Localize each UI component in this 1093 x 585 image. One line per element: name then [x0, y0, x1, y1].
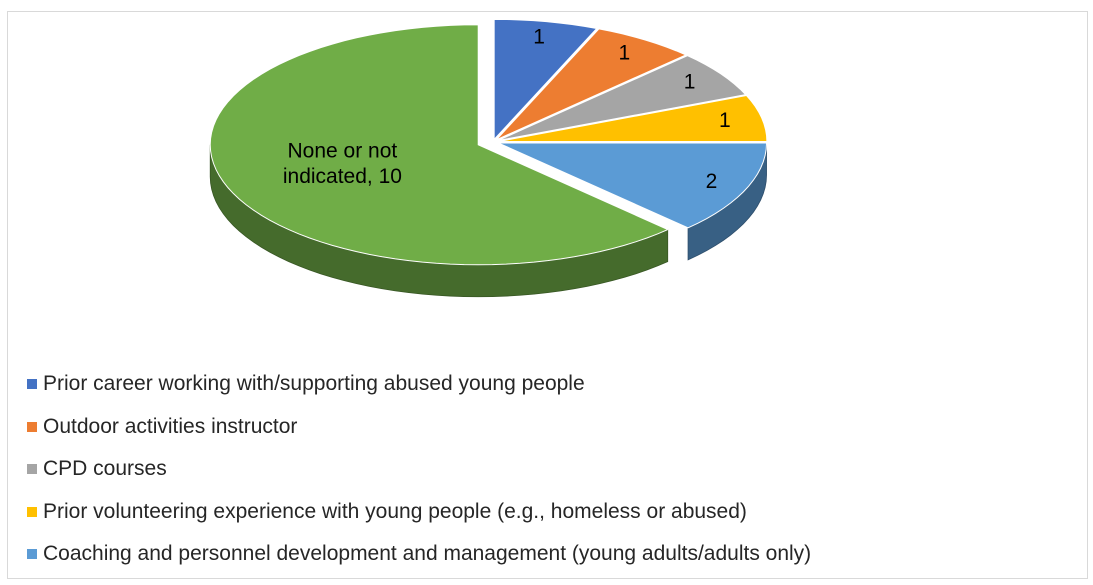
legend-item: Coaching and personnel development and m… [27, 542, 811, 566]
legend-label: Prior volunteering experience with young… [43, 499, 747, 523]
data-label: None or not indicated, 10 [283, 140, 402, 188]
data-label: 1 [619, 42, 631, 65]
pie-slice [498, 142, 768, 229]
data-label: 1 [719, 109, 731, 132]
legend-swatch [27, 549, 37, 559]
pie-slice [209, 24, 669, 266]
pie-slice [493, 18, 598, 141]
legend-swatch [27, 421, 37, 432]
pie-slice [498, 95, 768, 142]
legend-swatch [27, 506, 37, 517]
legend-swatch [27, 464, 37, 474]
data-label: 2 [706, 170, 718, 193]
data-label: 1 [684, 71, 696, 94]
legend-item: Prior volunteering experience with young… [27, 500, 811, 524]
legend-label: CPD courses [43, 457, 167, 480]
legend-swatch [27, 379, 37, 389]
pie-slice [495, 28, 688, 141]
legend-label: Outdoor activities instructor [43, 414, 298, 438]
legend-item: CPD courses [27, 457, 811, 481]
legend-item: Outdoor activities instructor [27, 415, 811, 439]
pie-slice [497, 55, 747, 142]
legend-item: Prior career working with/supporting abu… [27, 372, 811, 396]
legend-label: Prior career working with/supporting abu… [43, 372, 585, 395]
legend-label: Coaching and personnel development and m… [43, 542, 812, 565]
data-label: 1 [533, 26, 545, 49]
legend: Prior career working with/supporting abu… [27, 372, 811, 585]
chart-area: 1 1 1 1 2 None or not indicated, 10 Prior care… [7, 11, 1088, 579]
